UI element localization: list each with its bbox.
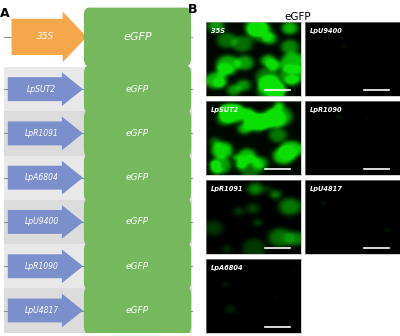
Polygon shape — [8, 72, 83, 106]
Polygon shape — [8, 205, 83, 239]
Text: eGFP: eGFP — [126, 262, 149, 271]
Text: LpU4817: LpU4817 — [310, 185, 343, 192]
Bar — [4, 111, 192, 156]
Text: A: A — [0, 7, 10, 20]
Text: LpR1091: LpR1091 — [211, 185, 244, 192]
Bar — [4, 288, 192, 333]
Text: eGFP: eGFP — [126, 217, 149, 226]
Text: eGFP: eGFP — [126, 173, 149, 182]
Bar — [4, 7, 192, 67]
Text: LpR1090: LpR1090 — [25, 262, 58, 271]
Text: LpSUT2: LpSUT2 — [27, 85, 56, 94]
Text: LpU4817: LpU4817 — [24, 306, 59, 315]
Bar — [4, 156, 192, 200]
Text: LpU9400: LpU9400 — [310, 28, 343, 34]
Polygon shape — [8, 249, 83, 283]
FancyBboxPatch shape — [84, 8, 191, 66]
Bar — [4, 67, 192, 111]
Text: LpR1091: LpR1091 — [25, 129, 58, 138]
FancyBboxPatch shape — [84, 243, 191, 290]
Polygon shape — [8, 294, 83, 327]
Text: 35S: 35S — [37, 32, 54, 41]
FancyBboxPatch shape — [84, 66, 191, 113]
Text: LpSUT2: LpSUT2 — [211, 107, 239, 113]
Text: eGFP: eGFP — [126, 129, 149, 138]
Text: LpR1090: LpR1090 — [310, 107, 342, 113]
Bar — [4, 244, 192, 288]
Text: LpA6804: LpA6804 — [25, 173, 58, 182]
FancyBboxPatch shape — [84, 154, 191, 201]
Text: eGFP: eGFP — [126, 85, 149, 94]
Polygon shape — [12, 11, 87, 62]
Text: B: B — [188, 3, 197, 16]
Text: LpU9400: LpU9400 — [24, 217, 59, 226]
Text: eGFP: eGFP — [126, 306, 149, 315]
FancyBboxPatch shape — [84, 110, 191, 157]
Text: LpA6804: LpA6804 — [211, 264, 244, 270]
Text: 35S: 35S — [211, 28, 225, 34]
FancyBboxPatch shape — [84, 287, 191, 334]
Text: eGFP: eGFP — [285, 12, 311, 22]
Polygon shape — [8, 161, 83, 195]
Text: eGFP: eGFP — [123, 32, 152, 42]
FancyBboxPatch shape — [84, 198, 191, 246]
Bar — [4, 200, 192, 244]
Polygon shape — [8, 117, 83, 150]
